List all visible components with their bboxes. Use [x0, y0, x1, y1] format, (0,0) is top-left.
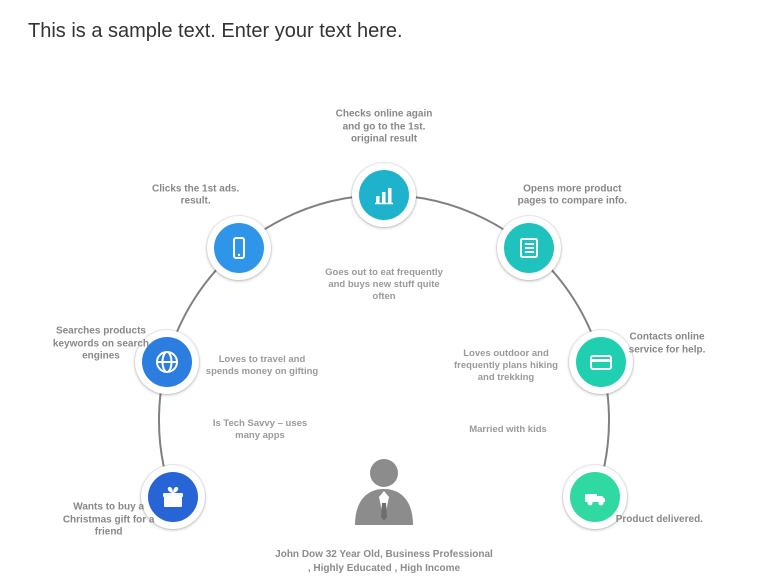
node-ring: [497, 216, 561, 280]
journey-node-label-6: Product delivered.: [616, 514, 703, 527]
journey-node-label-1: Searches products keywords on search eng…: [46, 325, 156, 363]
gift-icon: [161, 485, 185, 509]
node-circle: [359, 170, 409, 220]
node-circle: [504, 223, 554, 273]
node-ring: [352, 163, 416, 227]
persona-trait-3: Loves outdoor and frequently plans hikin…: [446, 348, 566, 384]
node-circle: [214, 223, 264, 273]
persona-caption: John Dow 32 Year Old, Business Professio…: [274, 548, 494, 575]
persona-trait-1: Loves to travel and spends money on gift…: [202, 354, 322, 378]
journey-node-label-4: Opens more product pages to compare info…: [517, 183, 627, 208]
node-circle: [570, 472, 620, 522]
persona-block: John Dow 32 Year Old, Business Professio…: [274, 455, 494, 575]
journey-node-label-2: Clicks the 1st ads. result.: [141, 183, 251, 208]
persona-trait-0: Is Tech Savvy – uses many apps: [200, 418, 320, 442]
truck-icon: [583, 485, 607, 509]
journey-node-label-3: Checks online again and go to the 1st. o…: [329, 108, 439, 146]
card-icon: [589, 350, 613, 374]
journey-node-3: [352, 163, 416, 227]
journey-node-label-5: Contacts online service for help.: [617, 332, 718, 357]
journey-node-4: [497, 216, 561, 280]
phone-icon: [227, 236, 251, 260]
list-icon: [517, 236, 541, 260]
person-icon: [349, 455, 419, 535]
chart-icon: [372, 183, 396, 207]
persona-trait-2: Goes out to eat frequently and buys new …: [324, 267, 444, 303]
globe-icon: [155, 350, 179, 374]
node-ring: [207, 216, 271, 280]
persona-trait-4: Married with kids: [469, 424, 547, 436]
journey-node-label-0: Wants to buy a Christmas gift for a frie…: [54, 501, 164, 539]
journey-node-2: [207, 216, 271, 280]
